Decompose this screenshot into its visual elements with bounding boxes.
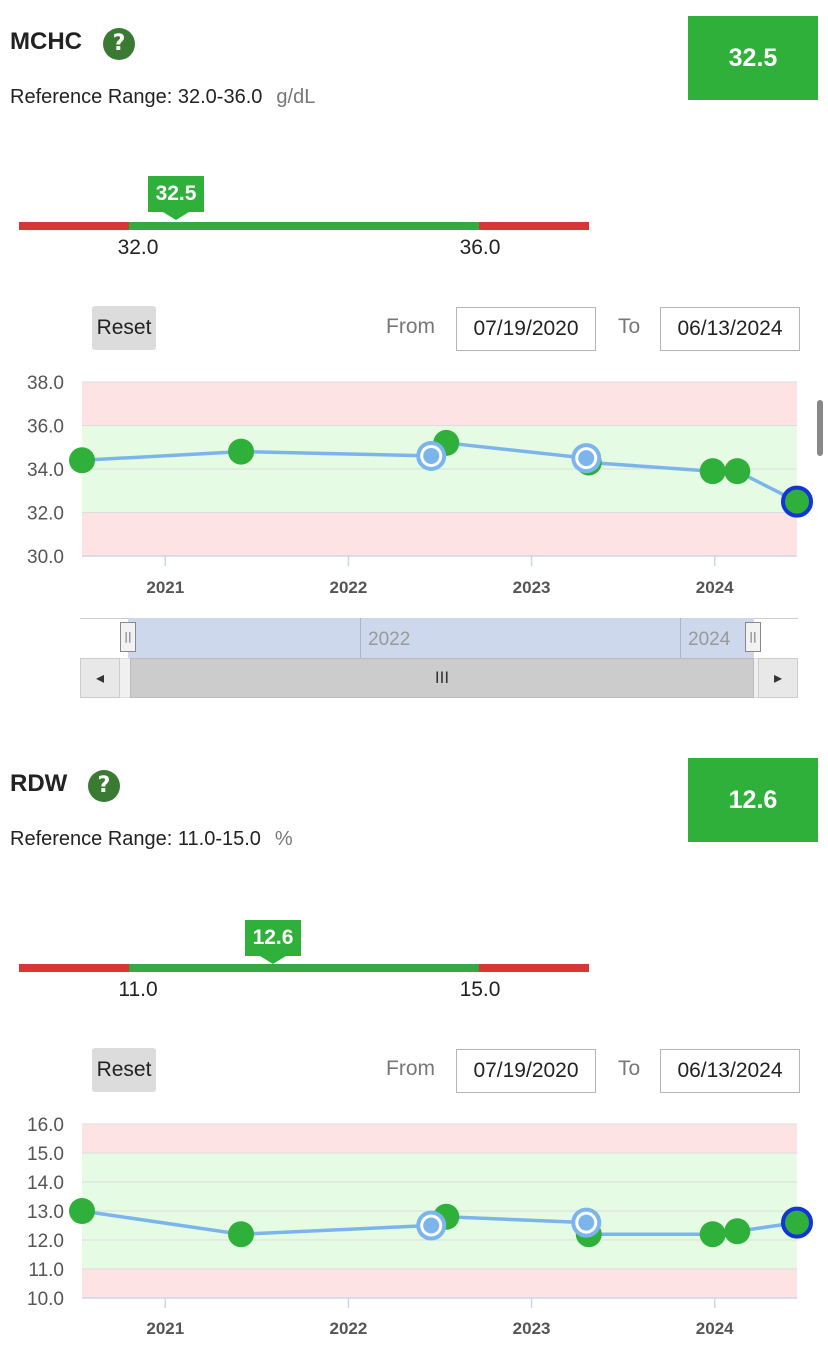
mchc-help-icon[interactable]: ? [103, 28, 135, 60]
rdw-from-label: From [386, 1057, 435, 1080]
rdw-point-ring-core [578, 1214, 595, 1231]
scroll-thumb[interactable]: III [130, 658, 754, 698]
mchc-range-high-label: 36.0 [459, 236, 501, 259]
rdw-y-tick-label: 11.0 [28, 1260, 64, 1281]
rdw-help-icon[interactable]: ? [88, 770, 120, 802]
rdw-unit: % [274, 828, 293, 850]
rdw-range-bar [19, 964, 589, 972]
mchc-value-badge: 32.5 [688, 16, 818, 100]
rdw-reference-label: Reference Range: 11.0-15.0 [10, 828, 261, 850]
rdw-from-date-input[interactable] [456, 1049, 596, 1093]
rdw-chart[interactable]: 10.0 11.0 12.0 13.0 14.0 15.0 16.0 2021 2022 2023… [0, 1105, 828, 1355]
rdw-reset-button[interactable]: Reset [92, 1048, 156, 1092]
rdw-band-low [82, 1269, 797, 1298]
rdw-to-date-input[interactable] [660, 1049, 800, 1093]
mchc-range-low-segment [19, 222, 129, 230]
rdw-data-point [724, 1218, 751, 1245]
navigator-selection[interactable] [128, 618, 754, 658]
mchc-data-point [724, 458, 751, 485]
mchc-title: MCHC [10, 28, 82, 55]
navigator-year-label: 2022 [368, 629, 411, 650]
rdw-x-tick-label: 2021 [146, 1319, 184, 1338]
mchc-y-tick-label: 36.0 [27, 417, 64, 438]
rdw-range-low-label: 11.0 [118, 978, 158, 1001]
rdw-data-point-selected [571, 1207, 602, 1238]
rdw-x-tick-label: 2024 [696, 1319, 734, 1338]
rdw-data-point [228, 1221, 255, 1248]
rdw-value-marker: 12.6 [245, 920, 301, 964]
page-scrollbar[interactable] [817, 400, 823, 456]
mchc-reference-label: Reference Range: 32.0-36.0 [10, 86, 263, 108]
mchc-from-date-input[interactable] [456, 307, 596, 351]
navigator-right-handle[interactable]: || [745, 622, 761, 652]
mchc-range-high-segment [479, 222, 589, 230]
rdw-y-tick-label: 15.0 [27, 1144, 64, 1165]
mchc-to-date-input[interactable] [660, 307, 800, 351]
rdw-range-low-segment [19, 964, 129, 972]
mchc-range-bar [19, 222, 589, 230]
rdw-y-tick-label: 10.0 [27, 1289, 64, 1310]
rdw-value-badge: 12.6 [688, 758, 818, 842]
mchc-chart[interactable]: 30.0 32.0 34.0 36.0 38.0 2021 2022 2023 2024 [0, 360, 828, 610]
mchc-data-point-selected [571, 443, 602, 474]
rdw-band-high [82, 1124, 797, 1153]
rdw-range-normal-segment [129, 964, 479, 972]
rdw-y-tick-label: 16.0 [27, 1115, 64, 1136]
mchc-data-point [69, 447, 95, 474]
mchc-reset-button[interactable]: Reset [92, 306, 156, 350]
mchc-y-tick-label: 38.0 [27, 373, 64, 394]
mchc-point-ring-core [578, 450, 595, 467]
mchc-data-point-selected [416, 440, 447, 471]
mchc-x-tick-label: 2022 [330, 578, 368, 597]
rdw-reference-range: Reference Range: 11.0-15.0% [10, 828, 293, 851]
scroll-right-arrow-icon[interactable]: ▸ [758, 658, 798, 698]
mchc-y-tick-label: 30.0 [27, 547, 64, 568]
rdw-range-high-label: 15.0 [459, 978, 501, 1001]
mchc-reference-range: Reference Range: 32.0-36.0 g/dL [10, 86, 315, 109]
mchc-from-label: From [386, 315, 435, 338]
rdw-x-tick-label: 2023 [513, 1319, 551, 1338]
mchc-to-label: To [618, 315, 641, 338]
rdw-y-tick-label: 13.0 [27, 1202, 64, 1223]
mchc-y-tick-label: 34.0 [27, 460, 64, 481]
mchc-point-ring-core [423, 447, 440, 464]
rdw-data-point-latest [781, 1206, 813, 1239]
mchc-x-tick-label: 2023 [513, 578, 551, 597]
navigator-divider [680, 618, 681, 658]
rdw-title: RDW [10, 770, 68, 797]
mchc-band-high [82, 382, 797, 426]
mchc-range-low-label: 32.0 [117, 236, 159, 259]
navigator-year-label: 2024 [688, 629, 731, 650]
mchc-value-marker: 32.5 [148, 176, 204, 220]
mchc-data-point-latest [781, 485, 813, 518]
mchc-x-tick-label: 2021 [146, 578, 184, 597]
mchc-data-point [699, 458, 726, 485]
mchc-data-point [228, 438, 255, 465]
scroll-left-arrow-icon[interactable]: ◂ [80, 658, 120, 698]
navigator-divider [360, 618, 361, 658]
rdw-y-tick-label: 14.0 [27, 1173, 64, 1194]
rdw-y-tick-label: 12.0 [27, 1231, 64, 1252]
mchc-range-normal-segment [129, 222, 479, 230]
rdw-data-point [699, 1221, 726, 1248]
mchc-y-tick-label: 32.0 [27, 504, 64, 525]
mchc-navigator: 2022 2024 || || ◂ III ▸ [80, 618, 798, 700]
mchc-unit: g/dL [276, 86, 316, 108]
mchc-x-tick-label: 2024 [696, 578, 734, 597]
rdw-data-point [69, 1198, 95, 1224]
rdw-data-point-selected [416, 1210, 447, 1241]
rdw-range-high-segment [479, 964, 589, 972]
rdw-to-label: To [618, 1057, 641, 1080]
rdw-point-ring-core [423, 1217, 440, 1234]
mchc-band-low [82, 512, 797, 556]
rdw-x-tick-label: 2022 [330, 1319, 368, 1338]
navigator-left-handle[interactable]: || [120, 622, 136, 652]
